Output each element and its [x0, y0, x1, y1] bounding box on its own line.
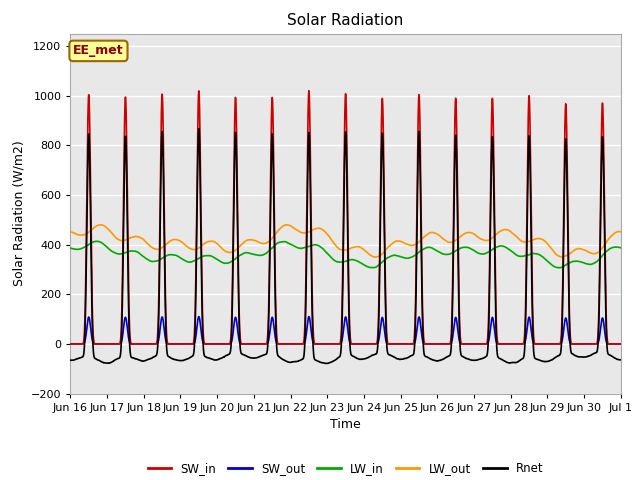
SW_in — [327, 341, 335, 347]
LW_out — [372, 254, 380, 260]
SW_in — [67, 341, 74, 347]
LW_in — [253, 252, 261, 258]
LW_out — [97, 222, 104, 228]
Rnet — [594, 344, 602, 349]
SW_in — [484, 324, 492, 329]
LW_in — [92, 239, 100, 244]
Line: SW_in: SW_in — [70, 91, 621, 344]
Rnet — [587, 352, 595, 358]
LW_in — [67, 245, 74, 251]
SW_out — [617, 341, 625, 347]
Line: Rnet: Rnet — [70, 129, 621, 363]
Rnet — [617, 357, 625, 363]
SW_out — [594, 340, 602, 346]
Line: SW_out: SW_out — [70, 317, 621, 344]
SW_in — [469, 341, 477, 347]
LW_out — [594, 250, 602, 255]
SW_out — [67, 341, 74, 347]
SW_out — [469, 341, 477, 347]
SW_in — [587, 341, 595, 347]
Rnet — [469, 358, 477, 363]
SW_in — [617, 341, 625, 347]
Rnet — [327, 359, 335, 365]
Rnet — [484, 336, 492, 341]
Rnet — [321, 360, 329, 366]
Y-axis label: Solar Radiation (W/m2): Solar Radiation (W/m2) — [12, 141, 26, 287]
LW_in — [587, 262, 595, 267]
LW_in — [556, 265, 563, 271]
LW_in — [594, 258, 602, 264]
SW_out — [587, 341, 595, 347]
SW_out — [253, 341, 261, 347]
Title: Solar Radiation: Solar Radiation — [287, 13, 404, 28]
LW_in — [469, 247, 477, 252]
LW_out — [587, 250, 595, 256]
Rnet — [253, 355, 261, 360]
Rnet — [67, 357, 74, 363]
SW_out — [484, 339, 492, 345]
LW_in — [484, 249, 492, 255]
LW_out — [253, 239, 261, 245]
SW_in — [594, 336, 602, 342]
Line: LW_out: LW_out — [70, 225, 621, 257]
Text: EE_met: EE_met — [73, 44, 124, 58]
LW_out — [67, 229, 74, 235]
LW_in — [617, 245, 625, 251]
Rnet — [195, 126, 203, 132]
LW_out — [469, 230, 477, 236]
SW_in — [253, 341, 261, 347]
LW_out — [327, 236, 335, 242]
LW_out — [484, 237, 492, 243]
LW_out — [617, 229, 625, 235]
SW_in — [305, 88, 313, 94]
LW_in — [327, 254, 335, 260]
SW_out — [305, 314, 313, 320]
Legend: SW_in, SW_out, LW_in, LW_out, Rnet: SW_in, SW_out, LW_in, LW_out, Rnet — [143, 457, 548, 480]
Line: LW_in: LW_in — [70, 241, 621, 268]
SW_out — [327, 341, 335, 347]
X-axis label: Time: Time — [330, 418, 361, 431]
